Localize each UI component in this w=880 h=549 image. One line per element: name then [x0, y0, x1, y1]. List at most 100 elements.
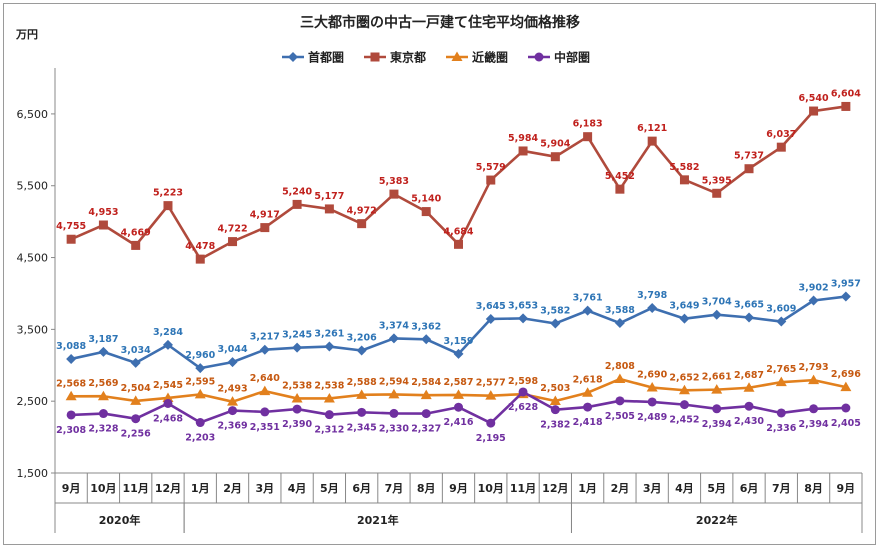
data-point-circle	[228, 406, 238, 416]
data-point-circle	[744, 401, 754, 411]
data-point-diamond	[744, 312, 755, 323]
year-label: 2022年	[696, 513, 738, 527]
data-label: 2,568	[56, 378, 86, 389]
data-label: 2,203	[185, 433, 215, 444]
data-point-diamond	[647, 302, 658, 313]
data-point-circle	[454, 402, 463, 412]
data-point-triangle	[194, 388, 206, 399]
data-point-circle	[260, 407, 270, 417]
x-tick-label: 8月	[804, 482, 823, 495]
data-point-square	[679, 175, 689, 185]
data-label: 3,159	[443, 336, 473, 347]
legend-label: 首都圏	[308, 50, 344, 65]
legend: 首都圏 東京都 近畿圏 中部圏	[282, 50, 590, 65]
chart-title: 三大都市圏の中古一戸建て住宅平均価格推移	[300, 14, 580, 31]
data-label: 4,669	[121, 227, 151, 238]
data-label: 2,587	[443, 377, 473, 388]
data-point-circle	[486, 418, 496, 428]
data-point-triangle	[678, 384, 690, 395]
data-label: 2,468	[153, 413, 183, 424]
data-label: 2,394	[799, 419, 829, 430]
data-label: 2,328	[88, 424, 118, 435]
data-point-diamond	[292, 342, 303, 353]
data-label: 2,696	[831, 369, 861, 380]
data-label: 5,223	[153, 188, 183, 199]
data-label: 2,416	[443, 417, 473, 428]
data-label: 3,206	[347, 332, 377, 343]
data-point-circle	[776, 408, 786, 418]
data-point-circle	[292, 404, 302, 414]
data-point-circle	[647, 397, 657, 407]
y-tick-label: 2,500	[17, 395, 49, 408]
x-tick-label: 5月	[707, 482, 726, 495]
data-point-diamond	[388, 333, 399, 344]
data-point-circle	[841, 403, 851, 413]
x-tick-label: 7月	[385, 482, 404, 495]
y-axis-unit-label: 万円	[15, 28, 38, 41]
year-label: 2021年	[357, 513, 399, 527]
data-point-diamond	[808, 295, 819, 306]
data-label: 3,582	[540, 305, 570, 316]
legend-label: 中部圏	[554, 50, 590, 65]
data-point-square	[389, 189, 399, 199]
x-tick-label: 7月	[772, 482, 791, 495]
data-label: 2,418	[573, 417, 603, 428]
data-point-square	[615, 184, 625, 194]
x-tick-label: 6月	[740, 482, 759, 495]
data-point-circle	[712, 404, 722, 414]
data-label: 3,653	[508, 300, 538, 311]
data-point-diamond	[259, 344, 270, 355]
data-point-square	[647, 136, 657, 146]
data-label: 3,798	[637, 290, 667, 301]
x-tick-label: 2月	[611, 482, 630, 495]
data-label: 2,538	[282, 380, 312, 391]
x-tick-label: 8月	[417, 482, 436, 495]
x-tick-label: 4月	[675, 482, 694, 495]
x-tick-label: 9月	[62, 482, 81, 495]
data-label: 2,369	[218, 421, 248, 432]
data-label: 3,245	[282, 330, 312, 341]
data-point-triangle	[420, 389, 432, 400]
data-label: 2,345	[347, 422, 377, 433]
data-label: 3,957	[831, 279, 861, 290]
data-point-circle	[809, 404, 819, 414]
data-label: 6,037	[766, 129, 796, 140]
data-label: 2,598	[508, 376, 538, 387]
data-point-triangle	[388, 388, 400, 399]
data-point-square	[550, 152, 560, 162]
data-label: 3,284	[153, 327, 183, 338]
data-point-triangle	[65, 390, 77, 401]
data-label: 2,351	[250, 422, 280, 433]
data-point-square	[421, 207, 431, 217]
data-label: 6,121	[637, 123, 667, 134]
y-tick-label: 6,500	[17, 108, 49, 121]
data-label: 2,256	[121, 429, 151, 440]
data-point-circle	[421, 409, 431, 419]
data-label: 2,382	[540, 420, 570, 431]
data-label: 2,640	[250, 373, 280, 384]
data-label: 5,240	[282, 186, 312, 197]
data-label: 5,140	[411, 194, 441, 205]
data-label: 3,761	[573, 293, 603, 304]
data-point-diamond	[453, 348, 464, 359]
data-point-square	[744, 164, 754, 174]
legend-marker-triangle	[451, 51, 463, 61]
data-point-circle	[98, 409, 108, 419]
data-point-diamond	[227, 357, 238, 368]
data-label: 3,374	[379, 320, 409, 331]
data-point-circle	[583, 402, 593, 412]
data-label: 2,493	[218, 384, 248, 395]
data-label: 6,604	[831, 88, 861, 99]
data-point-triangle	[259, 385, 271, 396]
data-point-square	[98, 220, 108, 230]
data-label: 3,034	[121, 345, 151, 356]
data-point-diamond	[130, 357, 141, 368]
data-label: 2,690	[637, 370, 667, 381]
data-point-triangle	[582, 387, 594, 397]
data-label: 5,984	[508, 133, 538, 144]
data-point-circle	[518, 387, 528, 397]
x-tick-label: 5月	[320, 482, 339, 495]
data-point-triangle	[162, 392, 174, 402]
data-label: 2,960	[185, 350, 215, 361]
